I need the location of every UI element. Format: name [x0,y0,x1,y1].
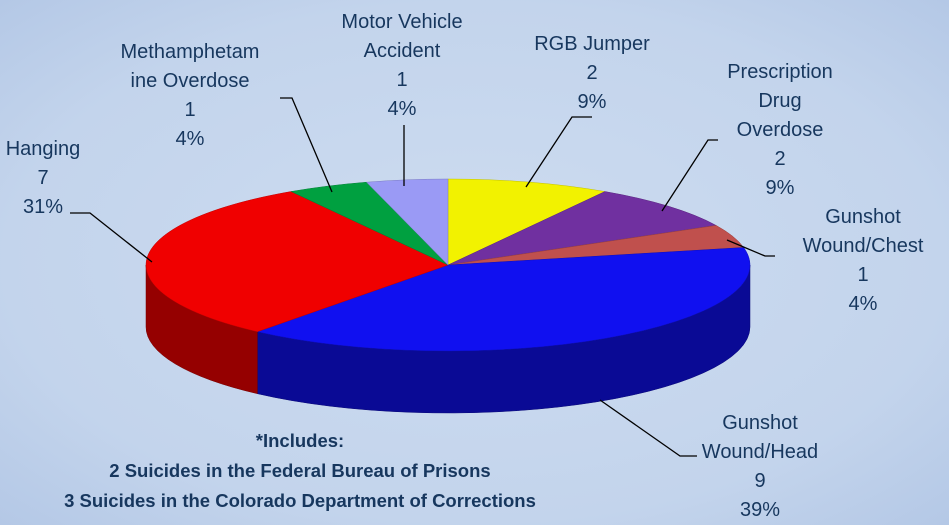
slice-name: Gunshot Wound/Head [701,412,819,463]
footnote: *Includes: 2 Suicides in the Federal Bure… [40,426,560,516]
slice [145,191,449,332]
slice-label: Motor Vehicle Accident 1 4% [322,8,482,124]
slice-name: Hanging [5,138,81,160]
slice-percent: 4% [175,128,205,150]
slice-count: 7 [37,167,49,189]
leader-line [726,239,775,257]
leader-line [70,212,153,263]
slice [447,191,717,266]
leader-lines [70,97,775,457]
slice-percent: 9% [577,91,607,113]
slice-name: Methamphetamine Overdose [120,41,260,92]
slice-percent: 31% [22,196,64,218]
leader-line [599,399,697,457]
footnote-line: 3 Suicides in the Colorado Department of… [64,490,536,511]
slice-name: Prescription Drug Overdose [727,61,833,141]
slice-count: 9 [754,470,766,492]
slice-label: RGB Jumper 2 9% [522,30,662,117]
slice-percent: 4% [848,293,878,315]
slice-count: 2 [586,62,598,84]
slice [256,247,751,352]
leader-line [525,116,592,188]
slice-percent: 4% [387,98,417,120]
slice-percent: 39% [739,499,781,521]
footnote-line: *Includes: [255,430,345,451]
slice-label: Gunshot Wound/Chest 1 4% [783,203,943,319]
slice-count: 2 [774,148,786,170]
slice-count: 1 [396,69,408,91]
slice-label: Gunshot Wound/Head 9 39% [680,409,840,525]
slice-count: 1 [184,99,196,121]
slice-label: Methamphetamine Overdose 1 4% [120,38,260,154]
footnote-line: 2 Suicides in the Federal Bureau of Pris… [109,460,491,481]
slice-label: Hanging 7 31% [0,135,86,222]
slice [365,178,449,266]
pie-layer [145,178,751,352]
leader-line [280,97,333,193]
slice-name: RGB Jumper [534,33,650,55]
slice-label: Prescription Drug Overdose 2 9% [720,58,840,203]
slice-name: Motor Vehicle Accident [341,11,463,62]
leader-line [661,139,718,212]
slice-count: 1 [857,264,869,286]
slice-percent: 9% [765,177,795,199]
slice-name: Gunshot Wound/Chest [802,206,924,257]
